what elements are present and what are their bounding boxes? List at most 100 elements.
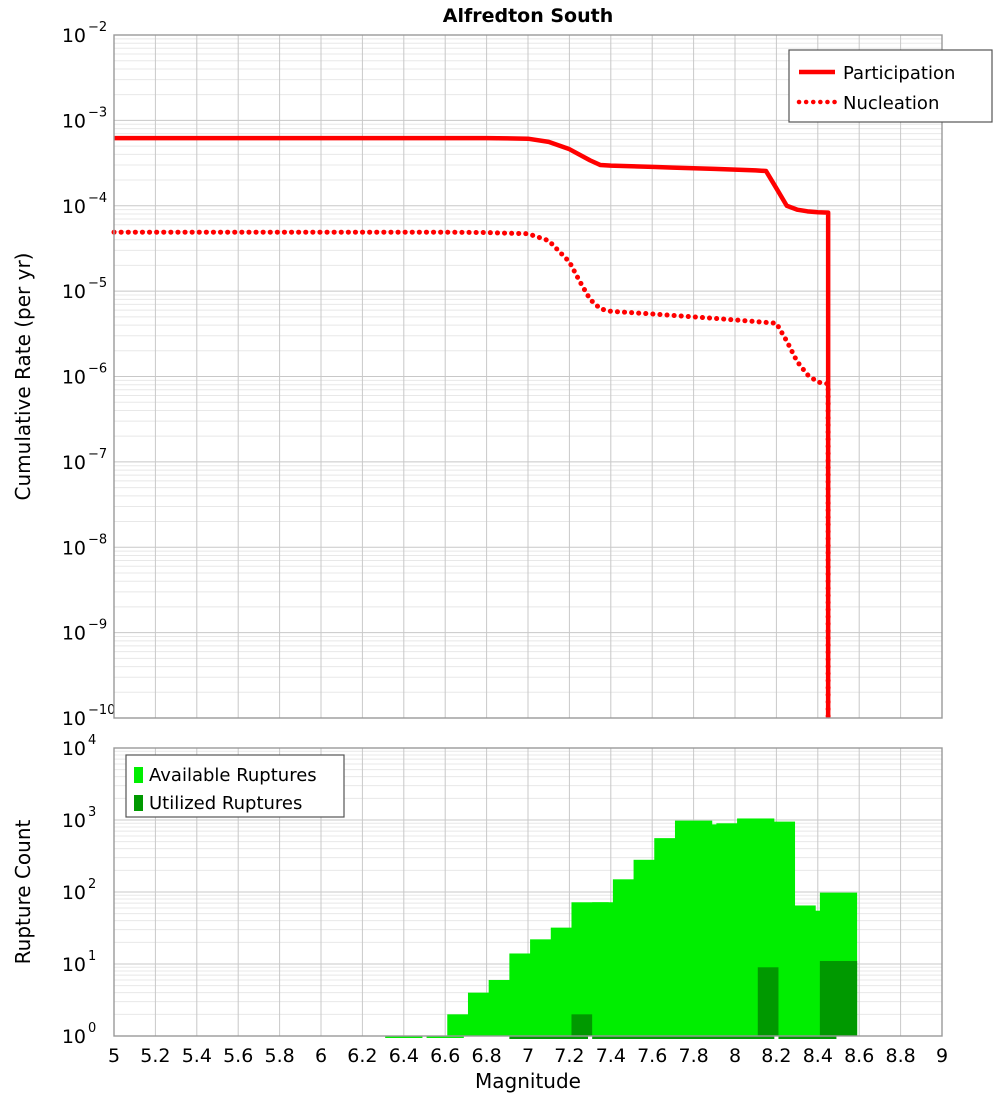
rate-chart-y-tick: 10 −10 — [62, 703, 116, 730]
count-chart-y-tick-base: 10 — [62, 1026, 86, 1048]
bar-utilized — [778, 1036, 816, 1039]
rate-chart-y-tick-exponent: −2 — [88, 20, 107, 35]
x-tick-label: 6.2 — [347, 1045, 377, 1067]
bar-utilized — [592, 1036, 630, 1039]
bar-utilized — [737, 1036, 775, 1039]
x-tick-label: 9 — [936, 1045, 948, 1067]
x-tick-label: 8.4 — [803, 1045, 833, 1067]
rate-chart-y-tick-exponent: −4 — [88, 191, 107, 206]
legend-label-nucleation: Nucleation — [843, 93, 939, 114]
legend-label-participation: Participation — [843, 63, 955, 84]
count-chart-y-tick-base: 10 — [62, 810, 86, 832]
rate-chart-y-tick-exponent: −6 — [88, 362, 107, 377]
x-tick-label: 5.8 — [264, 1045, 294, 1067]
bar-utilized — [819, 961, 858, 1036]
x-tick-labels: 5 5.2 5.4 5.6 5.8 6 6.2 6.4 6.6 6.8 7 7.2 7.4 7.6 7.8 8… — [108, 1045, 948, 1067]
legend-label-utilized-ruptures: Utilized Ruptures — [149, 793, 302, 814]
rate-chart-y-tick-base: 10 — [62, 25, 86, 47]
rate-chart-y-tick-base: 10 — [62, 452, 86, 474]
count-chart-y-tick-base: 10 — [62, 738, 86, 760]
x-tick-label: 6.4 — [389, 1045, 419, 1067]
x-tick-label: 8.2 — [761, 1045, 791, 1067]
bar-available — [426, 1036, 464, 1038]
rate-chart-y-tick-base: 10 — [62, 623, 86, 645]
count-chart-y-tick: 10 3 — [62, 805, 96, 832]
x-tick-label: 6.8 — [471, 1045, 501, 1067]
legend-swatch-utilized — [134, 795, 143, 811]
rate-chart-y-tick-exponent: −8 — [88, 532, 107, 547]
x-axis-label: Magnitude — [475, 1069, 581, 1093]
legend-participation-nucleation: Participation Nucleation — [788, 49, 993, 123]
count-chart-y-tick-base: 10 — [62, 954, 86, 976]
x-tick-label: 5.2 — [140, 1045, 170, 1067]
count-chart-y-tick-exponent: 1 — [88, 949, 96, 964]
count-chart-y-tick: 10 4 — [62, 733, 96, 760]
rate-curve-participation — [114, 135, 831, 718]
count-chart-axes-frame — [113, 747, 943, 1037]
bar-utilized — [716, 1036, 754, 1039]
rate-chart-y-tick: 10 −8 — [62, 532, 107, 559]
chart-title: Alfredton South — [443, 5, 614, 27]
rate-curve-nucleation — [111, 229, 831, 721]
bar-utilized — [695, 1036, 733, 1039]
rate-chart-y-tick-exponent: −5 — [88, 276, 107, 291]
x-tick-label: 6.6 — [430, 1045, 460, 1067]
x-tick-label: 7.8 — [678, 1045, 708, 1067]
bar-utilized — [799, 1036, 837, 1039]
rate-chart-y-tick-base: 10 — [62, 196, 86, 218]
legend-label-available-ruptures: Available Ruptures — [149, 765, 317, 786]
rate-chart-y-tick-exponent: −7 — [88, 447, 107, 462]
bar-utilized — [654, 1036, 692, 1039]
y-axis-label-rate: Cumulative Rate (per yr) — [11, 253, 35, 501]
x-tick-label: 8.8 — [885, 1045, 915, 1067]
rate-chart-y-tick-base: 10 — [62, 708, 86, 730]
count-chart-bars — [385, 818, 858, 1039]
x-tick-label: 6 — [315, 1045, 327, 1067]
rate-chart-y-tick: 10 −4 — [62, 191, 107, 218]
legend-swatch-available — [134, 767, 143, 783]
bar-utilized — [550, 1036, 589, 1039]
rate-chart-y-tick: 10 −5 — [62, 276, 107, 303]
count-chart-y-tick: 10 2 — [62, 877, 96, 904]
count-chart-y-tick-exponent: 4 — [88, 733, 96, 748]
x-tick-label: 8.6 — [844, 1045, 874, 1067]
rate-chart-y-tick-exponent: −10 — [88, 703, 115, 718]
legend-box-top — [788, 49, 993, 123]
rate-chart-y-tick-exponent: −9 — [88, 618, 107, 633]
x-tick-label: 5.6 — [223, 1045, 253, 1067]
rate-chart-y-tick: 10 −7 — [62, 447, 107, 474]
x-tick-label: 7.2 — [554, 1045, 584, 1067]
rate-chart-y-tick: 10 −6 — [62, 362, 107, 389]
legend-rupture-counts: Available Ruptures Utilized Ruptures — [125, 754, 345, 818]
x-tick-label: 8 — [729, 1045, 741, 1067]
rate-chart-y-tick-base: 10 — [62, 281, 86, 303]
count-chart-y-tick-exponent: 2 — [88, 877, 96, 892]
rate-chart-y-tick: 10 −2 — [62, 20, 107, 47]
rate-chart-y-tick: 10 −3 — [62, 105, 107, 132]
rate-chart-y-tick-base: 10 — [62, 537, 86, 559]
rate-chart-axes-frame — [113, 34, 943, 719]
count-chart-y-tick-exponent: 3 — [88, 805, 96, 820]
bar-utilized — [633, 1036, 671, 1039]
bar-utilized — [674, 1036, 713, 1039]
count-chart-y-tick-base: 10 — [62, 882, 86, 904]
bar-utilized — [530, 1036, 568, 1039]
rate-chart-series — [111, 135, 831, 721]
rate-chart-y-tick-exponent: −3 — [88, 105, 107, 120]
x-tick-label: 7 — [522, 1045, 534, 1067]
rate-chart-y-tick-base: 10 — [62, 110, 86, 132]
count-chart-y-tick-exponent: 0 — [88, 1021, 96, 1036]
rate-chart-y-tick-base: 10 — [62, 367, 86, 389]
count-chart-y-tick: 10 1 — [62, 949, 96, 976]
x-tick-label: 7.4 — [596, 1045, 626, 1067]
bar-utilized — [612, 1036, 651, 1039]
bar-utilized — [509, 1036, 547, 1039]
count-chart-y-tick: 10 0 — [62, 1021, 96, 1048]
rate-chart-y-tick: 10 −9 — [62, 618, 107, 645]
y-axis-label-count: Rupture Count — [11, 819, 35, 964]
x-tick-label: 5 — [108, 1045, 120, 1067]
